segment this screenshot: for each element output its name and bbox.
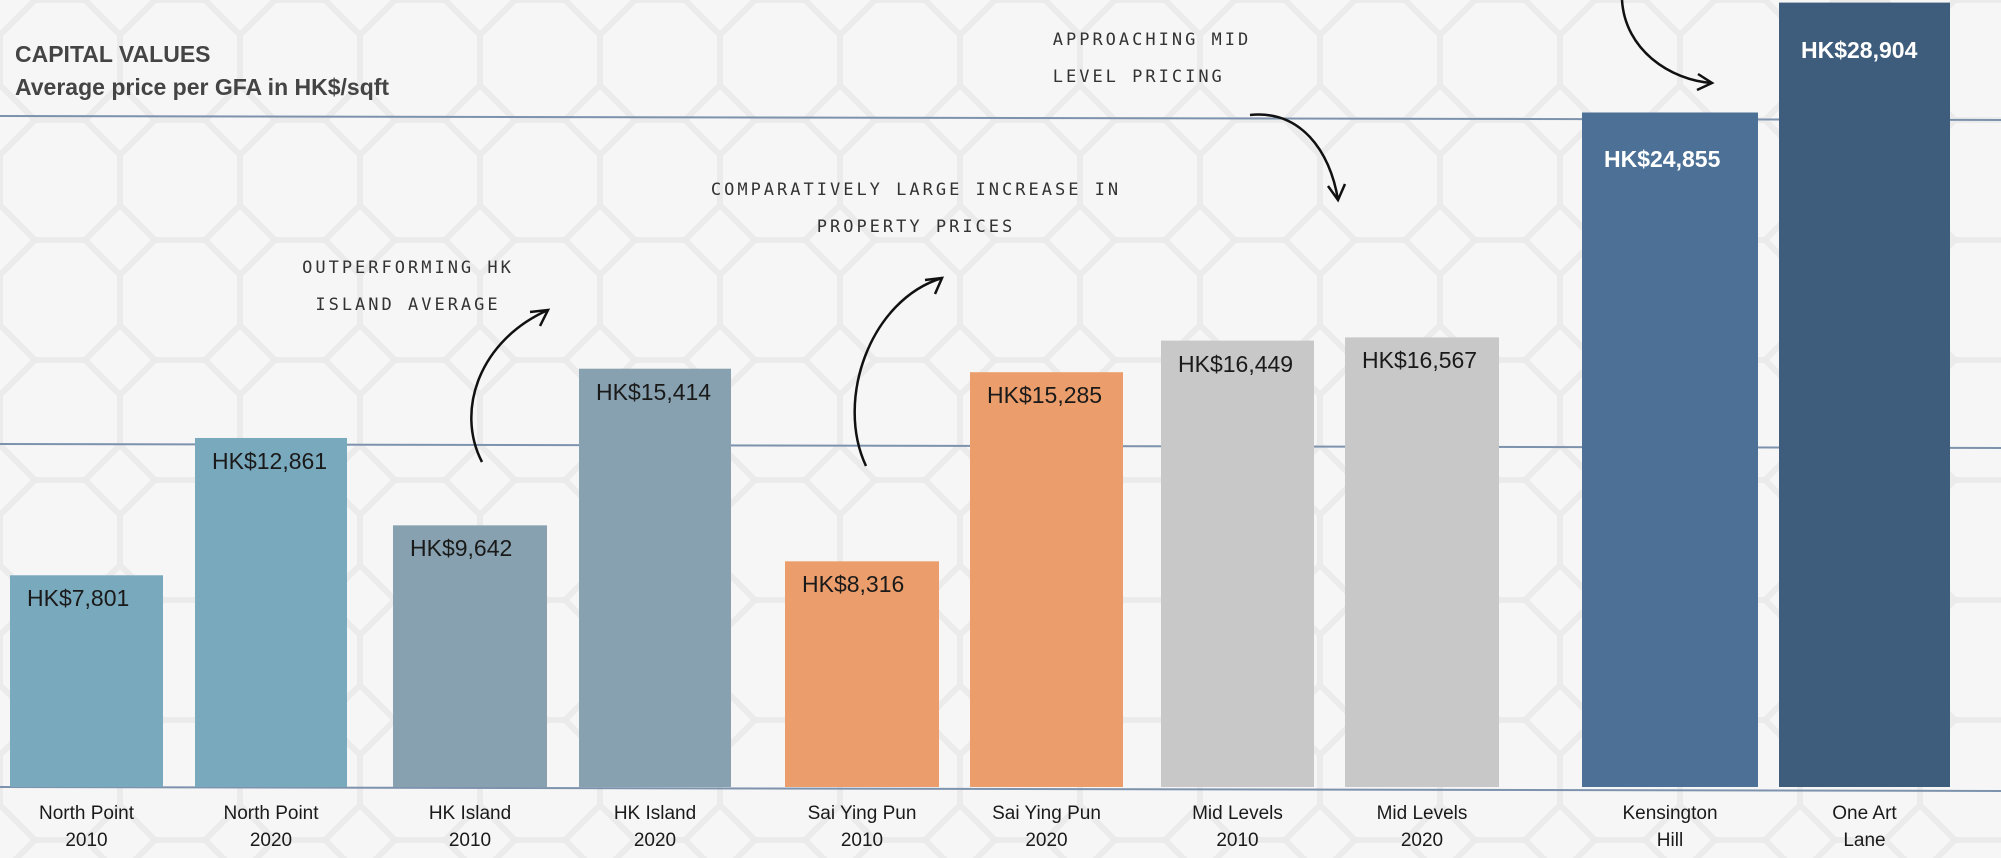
bar — [10, 575, 163, 787]
arrow-head — [529, 308, 551, 327]
annotation: APPROACHING MID LEVEL PRICING — [1052, 30, 1252, 87]
bar — [1161, 340, 1314, 787]
annotation: OUTPERFORMING HK ISLAND AVERAGE — [302, 258, 514, 315]
value-label: HK$7,801 — [27, 585, 130, 612]
chart-title: CAPITAL VALUES — [15, 41, 211, 67]
bar — [393, 525, 547, 787]
bar — [785, 561, 939, 787]
value-label: HK$16,449 — [1178, 350, 1294, 377]
arrow-head — [1326, 183, 1347, 203]
x-tick-label: Sai Ying Pun 2020 — [992, 803, 1101, 851]
x-tick-label: Sai Ying Pun 2010 — [807, 803, 917, 851]
arrows — [470, 0, 1715, 467]
bar — [1345, 337, 1499, 787]
bar — [579, 368, 731, 787]
x-tick-label: One Art Lane — [1832, 803, 1897, 851]
arrow — [470, 308, 549, 463]
x-tick-label: Kensington Hill — [1622, 803, 1718, 851]
arrow — [853, 276, 943, 467]
value-label: HK$12,861 — [212, 447, 328, 474]
value-label: HK$8,316 — [802, 571, 905, 598]
arrow — [1249, 113, 1340, 201]
bar — [1582, 112, 1758, 788]
arrow-head — [1696, 72, 1715, 92]
value-label: HK$16,567 — [1362, 347, 1478, 374]
x-tick-label: North Point 2010 — [38, 803, 135, 851]
x-tick-label: Mid Levels 2020 — [1376, 803, 1468, 851]
bar — [195, 437, 347, 787]
value-label: HK$9,642 — [410, 535, 513, 562]
value-label: HK$15,285 — [987, 382, 1103, 409]
x-tick-label: North Point 2020 — [223, 803, 319, 851]
bar — [1779, 2, 1950, 788]
arrow — [1620, 0, 1713, 85]
x-tick-label: HK Island 2020 — [613, 803, 697, 851]
value-label: HK$24,855 — [1604, 146, 1721, 173]
value-label: HK$15,414 — [596, 378, 712, 405]
value-label: HK$28,904 — [1801, 36, 1918, 63]
x-tick-label: HK Island 2010 — [428, 803, 512, 851]
chart-subtitle: Average price per GFA in HK$/sqft — [15, 74, 389, 100]
guide-line — [0, 786, 2001, 792]
bar — [970, 372, 1123, 787]
annotation: COMPARATIVELY LARGE INCREASE IN PROPERTY… — [710, 180, 1122, 237]
arrow-head — [924, 276, 945, 295]
x-tick-label: Mid Levels 2010 — [1192, 803, 1283, 851]
